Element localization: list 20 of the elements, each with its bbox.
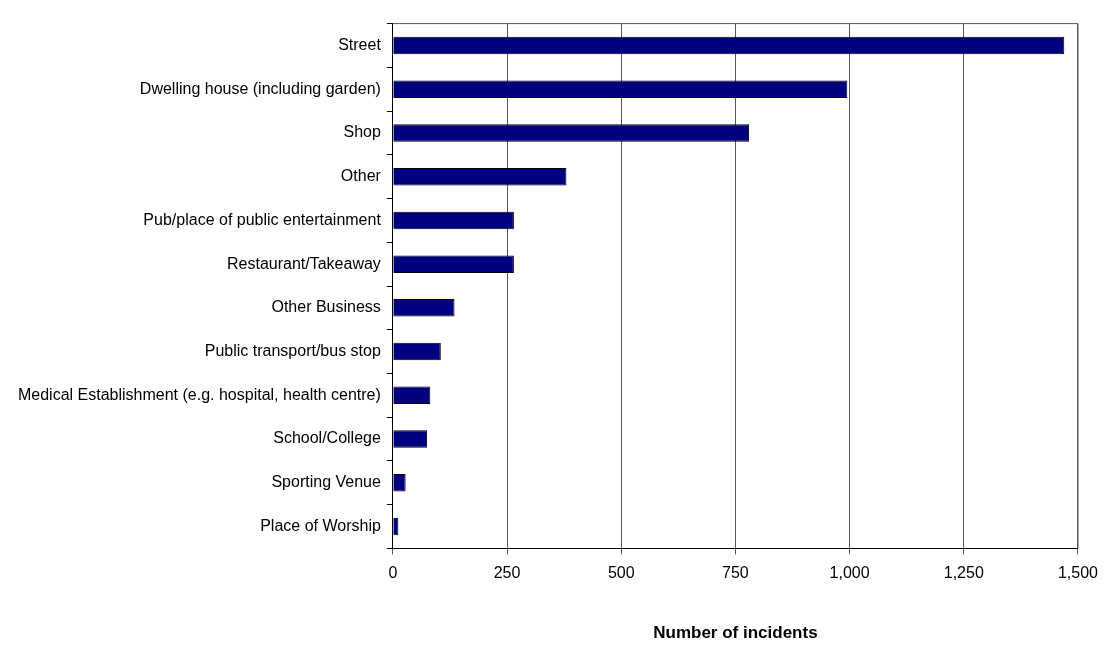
y-tick-label: Dwelling house (including garden) bbox=[139, 79, 381, 97]
y-tick-label: Other bbox=[340, 167, 382, 185]
y-tick-label: Place of Worship bbox=[260, 516, 381, 534]
y-tick-label: Medical Establishment (e.g. hospital, health centre) bbox=[17, 385, 381, 403]
x-axis-title: Number of incidents bbox=[653, 623, 818, 643]
y-tick-label: Restaurant/Takeaway bbox=[226, 254, 381, 272]
y-tick-label: Shop bbox=[343, 123, 381, 141]
x-tick-label: 1,000 bbox=[829, 564, 870, 582]
x-tick-label: 250 bbox=[493, 564, 521, 582]
x-tick-label: 1,250 bbox=[943, 564, 984, 582]
x-tick-label: 1,500 bbox=[1057, 564, 1099, 582]
y-tick-label: Other Business bbox=[271, 298, 381, 316]
x-tick-label: 500 bbox=[607, 564, 635, 582]
y-tick-label: School/College bbox=[273, 429, 381, 447]
y-tick-label: Pub/place of public entertainment bbox=[143, 210, 382, 228]
x-tick-label: 750 bbox=[722, 564, 749, 582]
y-tick-label: Public transport/bus stop bbox=[204, 342, 381, 360]
x-tick-label: 0 bbox=[388, 564, 398, 582]
y-tick-label: Street bbox=[338, 35, 382, 53]
y-tick-label: Sporting Venue bbox=[271, 473, 381, 491]
